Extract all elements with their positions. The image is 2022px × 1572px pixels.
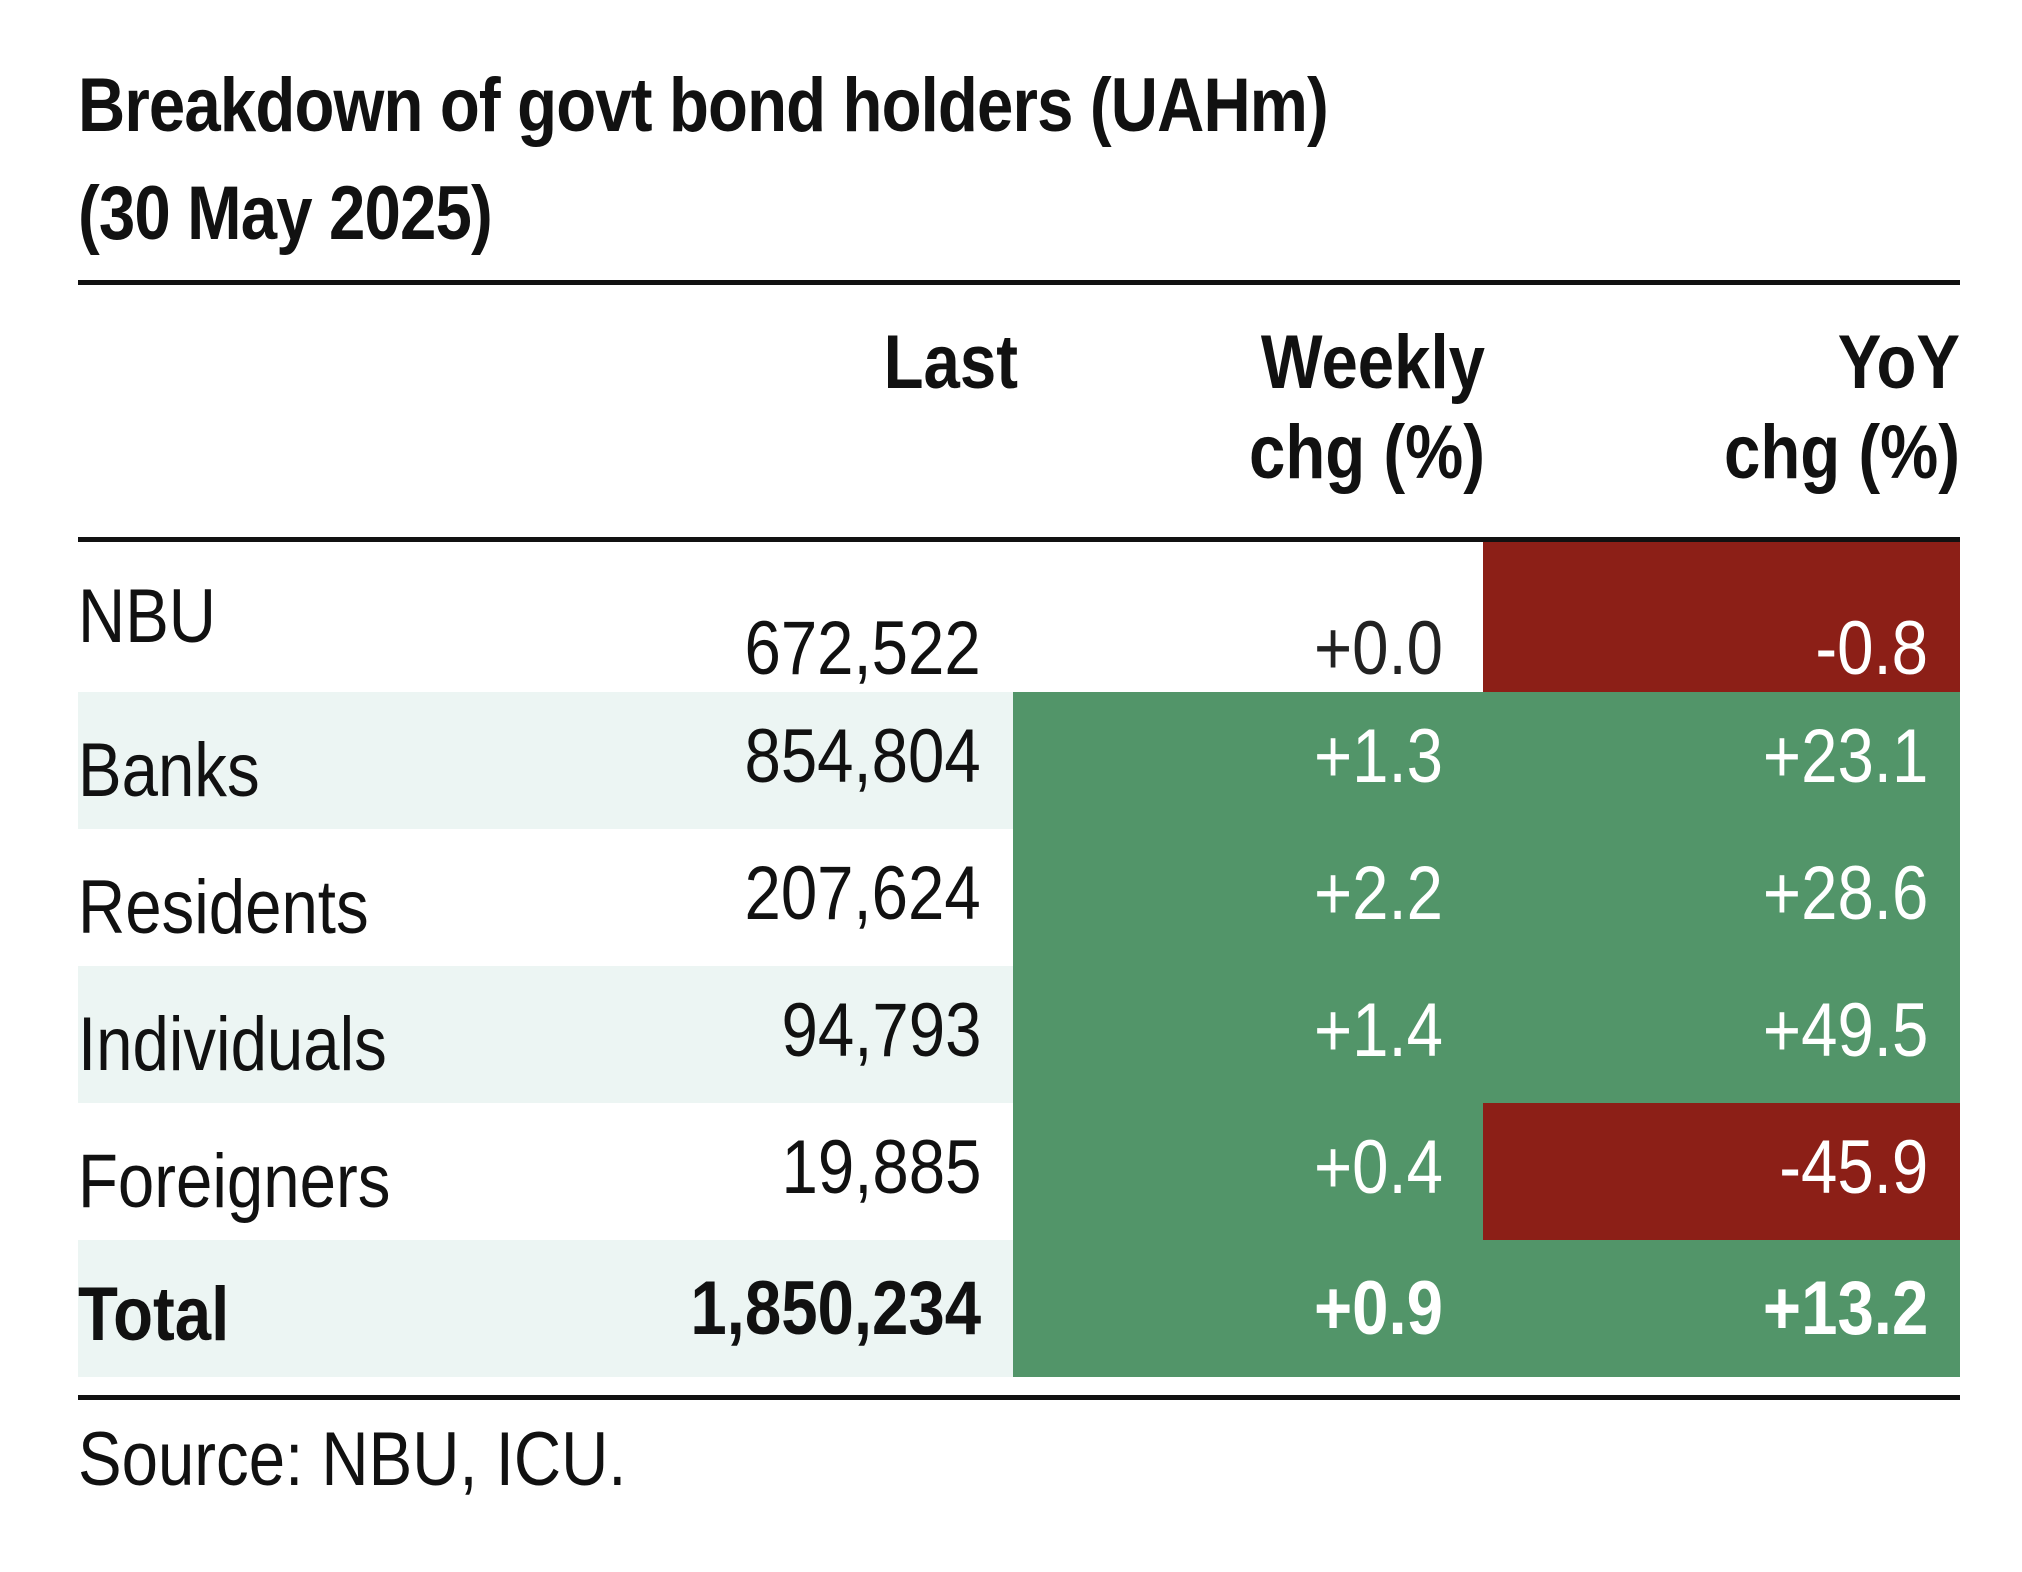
row-name: Banks [78, 728, 260, 813]
table-row-total: Total 1,850,234 +0.9 +13.2 [78, 1240, 1960, 1377]
row-weekly-cell: +0.9 [1013, 1240, 1483, 1377]
row-label-cell: Foreigners 19,885 [78, 1103, 1013, 1240]
row-name: Total [78, 1272, 230, 1357]
row-yoy-cell: -0.8 [1483, 542, 1960, 692]
row-yoy-value: +28.6 [1762, 851, 1928, 936]
source-note: Source: NBU, ICU. [78, 1417, 627, 1502]
table-title-line-1: Breakdown of govt bond holders (UAHm) [78, 63, 1329, 148]
row-yoy-cell: +23.1 [1483, 692, 1960, 829]
row-weekly-value: +0.0 [1313, 606, 1443, 691]
column-header-last: Last [674, 318, 1018, 408]
row-last-value: 207,624 [744, 851, 981, 936]
row-yoy-value: -45.9 [1779, 1125, 1928, 1210]
row-label-cell: Individuals 94,793 [78, 966, 1013, 1103]
column-header-last-line-1: Last [883, 320, 1018, 405]
row-name: NBU [78, 574, 217, 659]
row-last-value: 1,850,234 [690, 1266, 981, 1351]
header-rule [78, 537, 1960, 542]
row-yoy-cell: -45.9 [1483, 1103, 1960, 1240]
row-weekly-value: +1.4 [1313, 988, 1443, 1073]
row-weekly-cell: +0.0 [1013, 542, 1483, 692]
row-last-value: 19,885 [781, 1125, 981, 1210]
row-yoy-cell: +49.5 [1483, 966, 1960, 1103]
row-yoy-value: +23.1 [1762, 714, 1928, 799]
bottom-rule [78, 1395, 1960, 1400]
row-weekly-cell: +1.3 [1013, 692, 1483, 829]
table-row: Individuals 94,793 +1.4 +49.5 [78, 966, 1960, 1103]
table-row: Residents 207,624 +2.2 +28.6 [78, 829, 1960, 966]
table-title: Breakdown of govt bond holders (UAHm) (3… [78, 52, 1695, 268]
row-weekly-value: +0.9 [1313, 1266, 1443, 1351]
row-yoy-value: +49.5 [1762, 988, 1928, 1073]
row-last-value: 672,522 [744, 606, 981, 691]
row-weekly-cell: +1.4 [1013, 966, 1483, 1103]
row-weekly-value: +0.4 [1313, 1125, 1443, 1210]
row-label-cell: Total 1,850,234 [78, 1240, 1013, 1377]
column-header-weekly-line-1: Weekly [1260, 320, 1485, 405]
row-yoy-value: -0.8 [1815, 606, 1928, 691]
table-row: Foreigners 19,885 +0.4 -45.9 [78, 1103, 1960, 1240]
row-label-cell: Residents 207,624 [78, 829, 1013, 966]
table-title-line-2: (30 May 2025) [78, 171, 493, 256]
row-last-value: 854,804 [744, 714, 981, 799]
row-yoy-value: +13.2 [1762, 1266, 1928, 1351]
column-header-yoy-line-2: chg (%) [1723, 410, 1960, 495]
row-weekly-value: +1.3 [1313, 714, 1443, 799]
row-yoy-cell: +13.2 [1483, 1240, 1960, 1377]
row-weekly-value: +2.2 [1313, 851, 1443, 936]
table-row: NBU 672,522 +0.0 -0.8 [78, 542, 1960, 692]
row-weekly-cell: +2.2 [1013, 829, 1483, 966]
column-header-yoy: YoY chg (%) [1530, 318, 1960, 498]
row-label-cell: Banks 854,804 [78, 692, 1013, 829]
row-yoy-cell: +28.6 [1483, 829, 1960, 966]
table-row: Banks 854,804 +1.3 +23.1 [78, 692, 1960, 829]
row-name: Foreigners [78, 1139, 391, 1224]
column-header-weekly: Weekly chg (%) [1055, 318, 1485, 498]
top-rule [78, 280, 1960, 285]
row-last-value: 94,793 [781, 988, 981, 1073]
row-name: Individuals [78, 1002, 387, 1087]
row-name: Residents [78, 865, 369, 950]
row-label-cell: NBU 672,522 [78, 542, 1013, 692]
column-header-weekly-line-2: chg (%) [1248, 410, 1485, 495]
column-header-yoy-line-1: YoY [1837, 320, 1960, 405]
row-weekly-cell: +0.4 [1013, 1103, 1483, 1240]
